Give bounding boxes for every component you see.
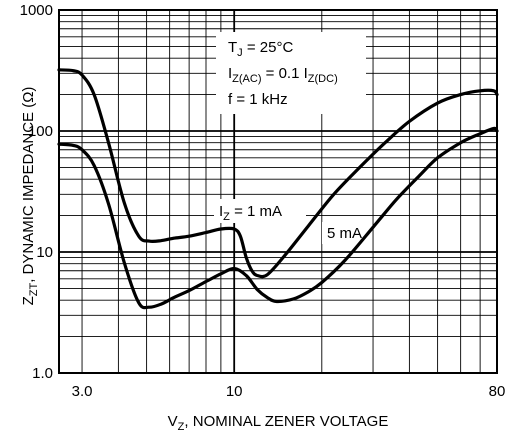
tick-labels: 1.0 10 100 1000 3.0 10 80 xyxy=(20,2,506,400)
condition-f: f = 1 kHz xyxy=(228,91,288,108)
condition-tj: TJ = 25°C xyxy=(228,39,293,59)
y-tick-label: 1.0 xyxy=(32,365,53,382)
series-lines xyxy=(57,68,499,310)
plot-frame xyxy=(58,9,498,374)
conditions-box xyxy=(216,32,366,114)
y-axis-title: ZZT, DYNAMIC IMPEDANCE (Ω) xyxy=(20,87,40,306)
y-tick-label: 100 xyxy=(28,123,53,140)
y-tick-label: 10 xyxy=(36,244,53,261)
condition-iz: IZ(AC) = 0.1 IZ(DC) xyxy=(228,65,338,85)
x-tick-label: 3.0 xyxy=(72,383,93,400)
series-label-bg-5ma xyxy=(322,222,368,244)
minor-grid xyxy=(59,10,497,373)
series-label-1ma: IZ = 1 mA xyxy=(219,203,282,223)
x-tick-label: 10 xyxy=(226,383,243,400)
series-label-bg-1ma xyxy=(214,199,306,223)
x-axis-title: VZ, NOMINAL ZENER VOLTAGE xyxy=(168,413,389,433)
series-line-5ma xyxy=(57,126,499,310)
series-line-1ma xyxy=(57,68,499,279)
series-label-5ma: 5 mA xyxy=(327,225,362,242)
y-tick-label: 1000 xyxy=(20,2,53,19)
x-tick-label: 80 xyxy=(489,383,506,400)
